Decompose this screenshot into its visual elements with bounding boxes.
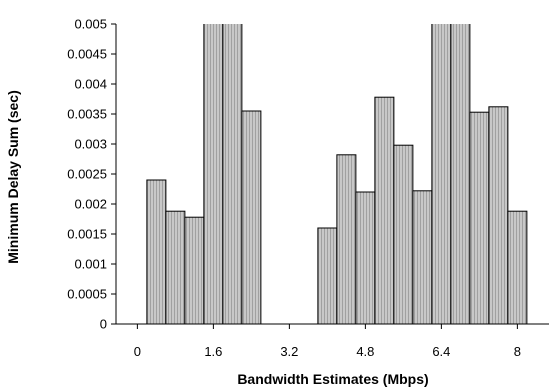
bar-10 bbox=[393, 144, 414, 324]
bar-8 bbox=[355, 191, 376, 324]
y-tick-label: 0.002 bbox=[74, 197, 107, 212]
bar-4 bbox=[222, 24, 243, 324]
bar-16 bbox=[507, 210, 528, 324]
y-tick-label: 0.004 bbox=[74, 77, 107, 92]
bar-0 bbox=[146, 179, 167, 324]
y-tick-label: 0.0045 bbox=[67, 47, 107, 62]
bar-7 bbox=[336, 154, 357, 324]
y-tick-label: 0.0035 bbox=[67, 107, 107, 122]
bar-6 bbox=[317, 227, 338, 324]
bar-12 bbox=[431, 24, 452, 324]
bar-5 bbox=[241, 110, 262, 324]
x-tick-label: 1.6 bbox=[204, 344, 222, 359]
bar-11 bbox=[412, 190, 433, 324]
y-tick-label: 0.0005 bbox=[67, 287, 107, 302]
bar-15 bbox=[488, 106, 509, 324]
bar-2 bbox=[184, 216, 205, 324]
bar-9 bbox=[374, 96, 395, 324]
y-axis-title: Minimum Delay Sum (sec) bbox=[5, 90, 21, 264]
x-tick-label: 6.4 bbox=[432, 344, 450, 359]
x-tick-label: 0 bbox=[134, 344, 141, 359]
axes-group bbox=[111, 23, 549, 329]
bar-3 bbox=[203, 24, 224, 324]
bar-13 bbox=[450, 24, 471, 324]
y-tick-label: 0 bbox=[100, 317, 107, 332]
x-tick-label: 4.8 bbox=[356, 344, 374, 359]
x-tick-label: 8 bbox=[514, 344, 521, 359]
y-tick-label: 0.001 bbox=[74, 257, 107, 272]
labels-group: 0 0.0005 0.001 0.0015 0.002 0.0025 0.003 0.0035… bbox=[67, 17, 521, 360]
y-tick-label: 0.003 bbox=[74, 137, 107, 152]
x-axis-title: Bandwidth Estimates (Mbps) bbox=[237, 371, 428, 387]
bars-group bbox=[146, 24, 528, 324]
y-tick-label: 0.005 bbox=[74, 17, 107, 32]
y-tick-label: 0.0015 bbox=[67, 227, 107, 242]
bar-14 bbox=[469, 111, 490, 324]
bar-1 bbox=[165, 210, 186, 324]
y-tick-label: 0.0025 bbox=[67, 167, 107, 182]
x-tick-label: 3.2 bbox=[280, 344, 298, 359]
